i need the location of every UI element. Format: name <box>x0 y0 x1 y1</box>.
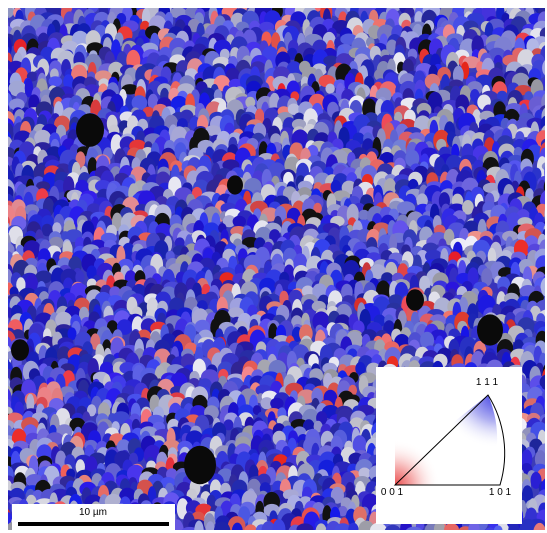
dark-grain <box>477 314 503 345</box>
grain <box>35 271 52 284</box>
legend-vertex-label: 0 0 1 <box>381 487 404 498</box>
grain <box>325 84 334 94</box>
grain <box>233 216 246 228</box>
dark-grain <box>184 446 216 484</box>
scale-bar-line <box>18 522 169 526</box>
ebsd-map-figure: 10 µm 1 1 1 0 0 1 1 0 1 <box>0 0 547 533</box>
grain <box>49 76 63 86</box>
dark-grain <box>76 113 104 147</box>
grain <box>0 17 9 38</box>
grain <box>0 158 9 174</box>
grain <box>0 13 8 24</box>
grain <box>0 465 9 475</box>
scale-bar-label: 10 µm <box>79 507 107 518</box>
scale-bar: 10 µm <box>12 504 175 530</box>
legend-vertex-label: 1 0 1 <box>489 487 512 498</box>
ipf-legend: 1 1 1 0 0 1 1 0 1 <box>376 367 522 524</box>
legend-vertex-label: 1 1 1 <box>476 377 499 388</box>
dark-grain <box>11 339 29 361</box>
grain <box>0 310 8 330</box>
dark-grain <box>227 175 243 194</box>
dark-grain <box>406 289 424 311</box>
grain <box>1 5 14 18</box>
